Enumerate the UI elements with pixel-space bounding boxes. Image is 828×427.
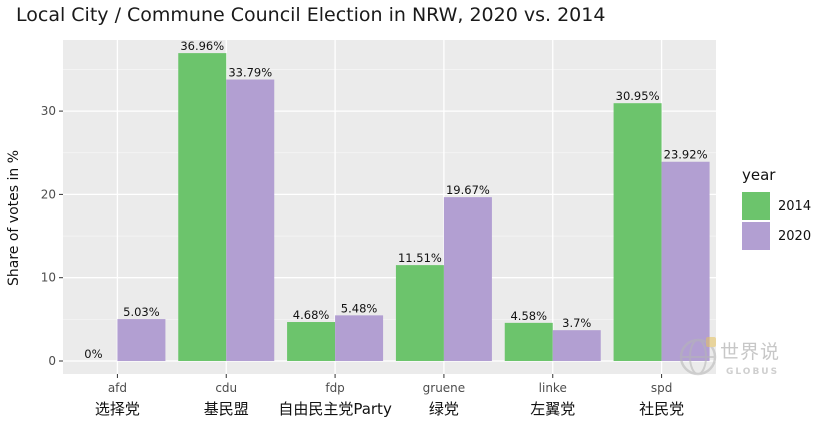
- legend-label-2020: 2020: [778, 228, 812, 244]
- x-category-chinese-afd: 选择党: [95, 400, 140, 418]
- x-category-chinese-cdu: 基民盟: [204, 400, 249, 418]
- legend-title: year: [742, 166, 776, 184]
- bar-2014-spd: [613, 103, 662, 362]
- legend-item-2020: 2020: [742, 222, 811, 250]
- plot-panel: [63, 40, 716, 374]
- data-label-2020-linke: 3.7%: [562, 316, 591, 330]
- globus-watermark: 世界说 GLOBUS: [678, 333, 808, 385]
- x-category-chinese-gruene: 绿党: [429, 400, 459, 418]
- x-tick-label-spd: spd: [651, 381, 673, 395]
- chart-title: Local City / Commune Council Election in…: [16, 4, 606, 26]
- bar-2014-cdu: [178, 53, 227, 361]
- legend-item-2014: 2014: [742, 192, 811, 220]
- bar-2014-linke: [504, 322, 553, 361]
- data-label-2020-afd: 5.03%: [123, 305, 160, 319]
- bar-2020-spd: [661, 161, 710, 361]
- data-label-2014-linke: 4.58%: [510, 309, 547, 323]
- bar-2020-cdu: [226, 79, 275, 361]
- data-label-2020-cdu: 33.79%: [228, 66, 272, 80]
- bar-2020-afd: [117, 319, 166, 361]
- bar-2020-fdp: [335, 315, 384, 361]
- data-label-2014-fdp: 4.68%: [293, 308, 330, 322]
- data-label-2014-cdu: 36.96%: [180, 39, 224, 53]
- globe-logo-icon: [679, 337, 717, 376]
- x-category-chinese-fdp: 自由民主党Party: [278, 400, 392, 418]
- x-tick-label-gruene: gruene: [423, 381, 466, 395]
- bar-2014-gruene: [395, 265, 444, 361]
- data-label-2014-gruene: 11.51%: [398, 251, 442, 265]
- x-tick-label-cdu: cdu: [215, 381, 237, 395]
- x-category-chinese-linke: 左翼党: [530, 400, 575, 418]
- legend-swatch-2020: [742, 222, 770, 250]
- y-tick-label: 0: [48, 354, 56, 368]
- x-tick-label-linke: linke: [539, 381, 567, 395]
- watermark-subtext: GLOBUS: [726, 367, 780, 377]
- data-label-2020-fdp: 5.48%: [341, 301, 378, 315]
- y-tick-label: 20: [41, 187, 56, 201]
- y-tick-label: 30: [41, 104, 56, 118]
- x-tick-label-fdp: fdp: [325, 381, 344, 395]
- legend-swatch-2014: [742, 192, 770, 220]
- legend-label-2014: 2014: [778, 198, 812, 214]
- data-label-2014-afd: 0%: [84, 347, 102, 361]
- watermark-text: 世界说: [720, 341, 781, 363]
- data-label-2014-spd: 30.95%: [616, 89, 660, 103]
- x-category-chinese-spd: 社民党: [639, 400, 684, 418]
- y-tick-label: 10: [41, 271, 56, 285]
- data-label-2020-gruene: 19.67%: [446, 183, 490, 197]
- x-tick-label-afd: afd: [108, 381, 127, 395]
- bar-2014-fdp: [287, 322, 336, 361]
- data-label-2020-spd: 23.92%: [664, 148, 708, 162]
- bar-2020-linke: [552, 330, 601, 361]
- bar-2020-gruene: [443, 197, 492, 361]
